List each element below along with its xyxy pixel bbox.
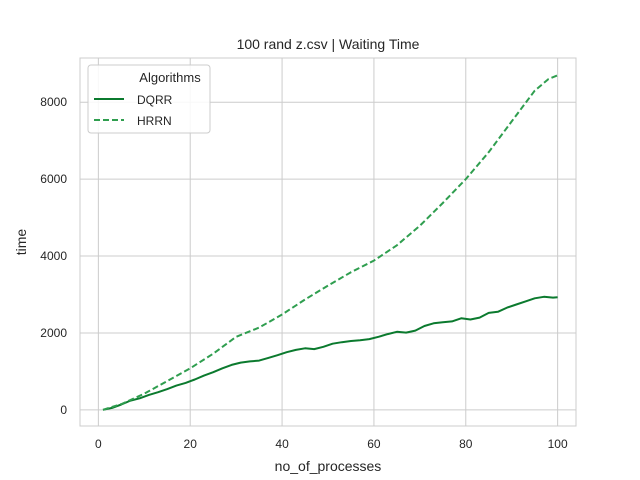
x-tick-label: 0: [95, 437, 102, 451]
y-tick-label: 0: [60, 403, 67, 417]
x-tick-label: 80: [459, 437, 473, 451]
legend-label-dqrr: DQRR: [137, 93, 173, 107]
y-tick-label: 2000: [40, 326, 67, 340]
series-line-dqrr: [102, 295, 558, 411]
y-tick-label: 6000: [40, 172, 67, 186]
legend-box: [87, 64, 211, 134]
x-tick-label: 60: [367, 437, 381, 451]
y-axis-ticks: 0 2000 4000 6000 8000: [40, 95, 67, 417]
y-axis-label: time: [13, 229, 29, 256]
legend-title: Algorithms: [139, 70, 201, 85]
y-tick-label: 8000: [40, 95, 67, 109]
legend: Algorithms DQRR HRRN: [87, 64, 211, 134]
chart-title: 100 rand z.csv | Waiting Time: [237, 36, 420, 52]
x-axis-ticks: 0 20 40 60 80 100: [95, 437, 568, 451]
x-axis-label: no_of_processes: [275, 458, 382, 474]
series-layer: [102, 74, 558, 411]
x-tick-label: 100: [548, 437, 568, 451]
y-tick-label: 4000: [40, 249, 67, 263]
legend-label-hrrn: HRRN: [137, 114, 172, 128]
x-tick-label: 20: [184, 437, 198, 451]
x-tick-label: 40: [275, 437, 289, 451]
series-line-hrrn: [102, 74, 558, 411]
